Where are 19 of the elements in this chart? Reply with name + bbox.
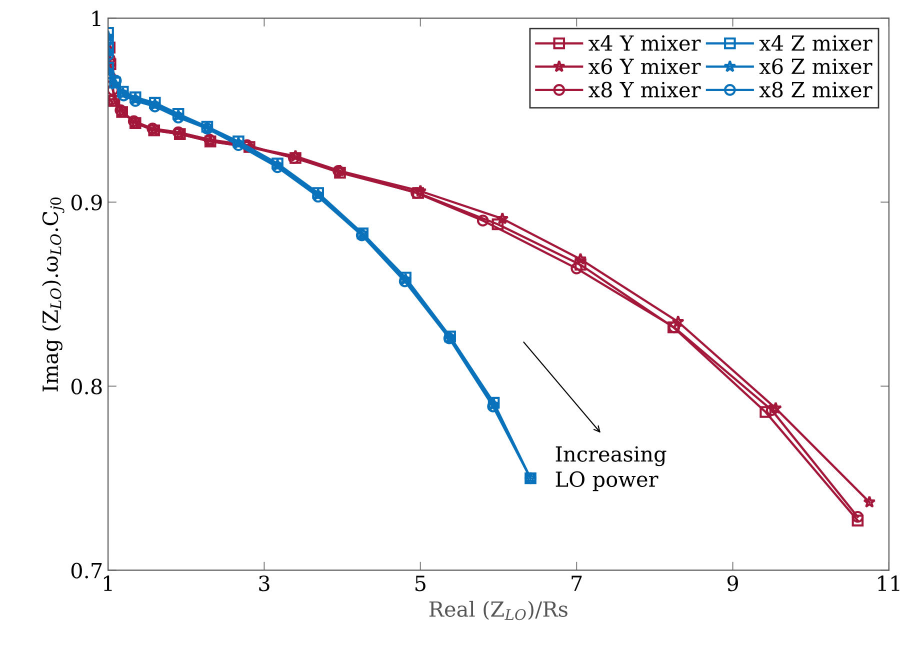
legend-label: x6 Z mixer xyxy=(759,58,872,74)
y-tick-label: 0.7 xyxy=(71,562,102,578)
legend-label: x6 Y mixer xyxy=(588,58,701,74)
x-tick-label: 11 xyxy=(878,575,900,591)
legend-label: x4 Z mixer xyxy=(759,35,872,51)
x-tick-label: 7 xyxy=(572,576,582,591)
y-tick-label: 1 xyxy=(92,10,100,26)
y-axis-title: Imag (Z$_{LO}$).ω$_{LO}$.C$_{j0}$ xyxy=(42,197,64,392)
y-tick-label: 0.9 xyxy=(71,194,102,210)
legend-label: x8 Y mixer xyxy=(588,82,701,98)
x-axis-title: Real (Z$_{LO}$)/Rs xyxy=(429,600,568,620)
legend-label: x8 Z mixer xyxy=(759,82,872,98)
x-tick-label: 3 xyxy=(259,575,270,592)
x-tick-label: 5 xyxy=(416,576,426,592)
x-tick-label: 9 xyxy=(727,575,738,592)
annotation: Increasing LO power xyxy=(556,446,666,492)
x-tick-label: 1 xyxy=(104,575,112,591)
legend-label: x4 Y mixer xyxy=(588,35,701,51)
y-tick-label: 0.8 xyxy=(71,378,102,394)
